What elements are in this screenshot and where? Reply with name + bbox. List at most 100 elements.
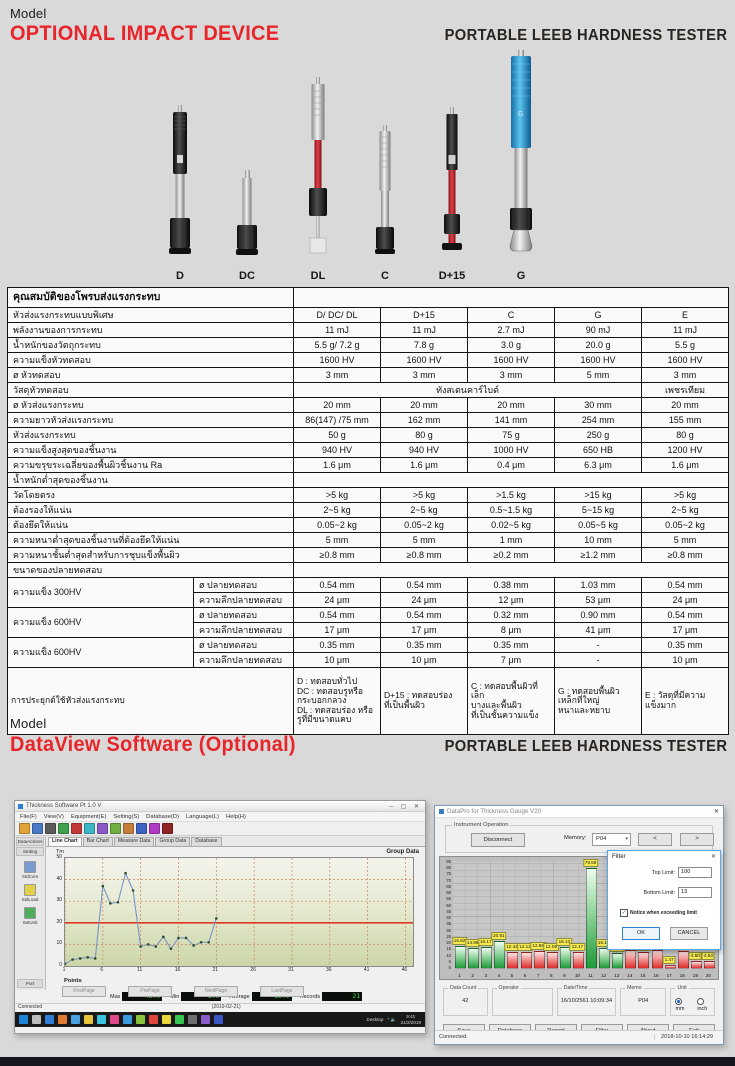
filter-ok-button[interactable]: OK xyxy=(622,927,660,940)
spec-row: ความลึกปลายทดสอบ 24 μm 24 μm 12 μm 53 μm 24 μ… xyxy=(8,592,730,608)
svg-text:G: G xyxy=(518,111,523,118)
bar xyxy=(533,951,545,969)
search-icon[interactable] xyxy=(32,1015,41,1024)
settings-icon[interactable] xyxy=(201,1015,210,1024)
edge-icon[interactable] xyxy=(45,1015,54,1024)
image-icon[interactable] xyxy=(136,1015,145,1024)
connect-icon[interactable] xyxy=(84,823,95,834)
prepage-button[interactable]: PrePage xyxy=(128,986,172,997)
tab-database[interactable]: Database xyxy=(191,837,222,846)
tab-group-data[interactable]: Group Data xyxy=(155,837,191,846)
spec-cell: 250 g xyxy=(554,427,643,443)
bar-x-tick: 12 xyxy=(601,973,607,978)
spec-row: พลังงานของการกระทบ 11 mJ 11 mJ 2.7 mJ 90 mJ 1… xyxy=(6,322,730,338)
menu-item[interactable]: Setting(S) xyxy=(113,813,140,820)
unit-radio-inch[interactable]: inch xyxy=(697,998,714,1012)
y-axis-tick: 30 xyxy=(56,897,62,904)
tab-bar-chart[interactable]: Bar Chart xyxy=(82,837,113,846)
nextpage-button[interactable]: NextPage xyxy=(194,986,238,997)
stat-value-display: 21 xyxy=(322,992,363,1001)
lastpage-button[interactable]: LastPage xyxy=(260,986,304,997)
start-icon[interactable] xyxy=(19,1015,28,1024)
sidebar-item-setunit[interactable]: SetUnit xyxy=(15,907,45,925)
store-icon[interactable] xyxy=(188,1015,197,1024)
top-limit-input[interactable]: 100 xyxy=(678,867,712,878)
sidebar-item-stdload[interactable]: StdLoad xyxy=(15,884,45,902)
x-axis-tick: 21 xyxy=(212,967,219,973)
menu-item[interactable]: Language(L) xyxy=(186,813,219,820)
taskbar-desktop-label[interactable]: Desktop xyxy=(366,1017,384,1022)
bar-y-axis-tick: 65 xyxy=(446,883,451,889)
firstpage-button[interactable]: FirstPage xyxy=(62,986,106,997)
spec-row-label: ความยาวหัวส่งแรงกระทบ xyxy=(6,412,295,428)
save-icon[interactable] xyxy=(45,823,56,834)
left-app-title: Thickness Software Pt 1.0 V xyxy=(26,803,102,809)
left-app-tabs: Line Chart Bar Chart Measure Data Group Dat… xyxy=(46,836,425,847)
spec-cell: 650 HB xyxy=(554,442,643,458)
folder-icon[interactable] xyxy=(162,1015,171,1024)
sidebar-group-caption[interactable]: Setting xyxy=(16,847,44,856)
x-axis-tick: 46 xyxy=(401,967,408,973)
spec-cell: ≥0.8 mm xyxy=(293,547,382,563)
line-chart-area: Tm Group Data 0 10 20 30 40 50 1 6 11 16 21 26 31 36 4… xyxy=(48,847,423,979)
cloud-icon[interactable] xyxy=(97,1015,106,1024)
menu-item[interactable]: Database(D) xyxy=(146,813,180,820)
filter-cancel-button[interactable]: CANCEL xyxy=(670,927,708,940)
memory-prev-button[interactable]: < xyxy=(638,833,672,846)
probe-dc-icon xyxy=(236,170,258,255)
sidebar-bottom-caption[interactable]: Port xyxy=(17,979,43,988)
help-icon[interactable] xyxy=(149,823,160,834)
calibrate-icon[interactable] xyxy=(97,823,108,834)
spec-cell: 1600 HV xyxy=(293,352,382,368)
table-icon[interactable] xyxy=(123,823,134,834)
photos-icon[interactable] xyxy=(110,1015,119,1024)
notice-checkbox-label: Notice when exceeding limit xyxy=(630,910,697,916)
whatsapp-icon[interactable] xyxy=(175,1015,184,1024)
window-controls[interactable]: – ▢ ✕ xyxy=(389,803,422,810)
tab-measure-data[interactable]: Measure Data xyxy=(113,837,155,846)
notice-checkbox[interactable]: ✓ xyxy=(620,909,628,917)
bar-x-tick: 19 xyxy=(692,973,698,978)
skype-icon[interactable] xyxy=(123,1015,132,1024)
spec-row-label: ø หัวทดสอบ xyxy=(6,367,295,383)
memory-select[interactable]: P04 ▾ xyxy=(592,833,631,846)
menu-item[interactable]: Help(H) xyxy=(225,813,246,820)
spec-row-label: ความแข็ง 600HV xyxy=(7,607,194,638)
spec-cell: 11 mJ xyxy=(641,322,730,338)
spec-cell: 3 mm xyxy=(467,367,556,383)
print-icon[interactable] xyxy=(58,823,69,834)
firefox-icon[interactable] xyxy=(58,1015,67,1024)
open-icon[interactable] xyxy=(32,823,43,834)
spec-cell: 1200 HV xyxy=(641,442,730,458)
mail-icon[interactable] xyxy=(71,1015,80,1024)
menu-item[interactable]: Equipment(E) xyxy=(70,813,107,820)
bottom-limit-input[interactable]: 13 xyxy=(678,887,712,898)
chart-icon[interactable] xyxy=(136,823,147,834)
upload-icon[interactable] xyxy=(110,823,121,834)
disconnect-button[interactable]: Disconnect xyxy=(471,833,525,847)
y-axis-tick: 20 xyxy=(56,918,62,925)
sidebar-item-stdcom[interactable]: StdCom xyxy=(15,861,45,879)
unit-radio-mm[interactable]: mm xyxy=(675,998,691,1012)
explorer-icon[interactable] xyxy=(84,1015,93,1024)
datapro-logo-icon xyxy=(439,809,444,814)
left-app-content: Line Chart Bar Chart Measure Data Group Dat… xyxy=(46,836,425,997)
spec-cell: 75 g xyxy=(467,427,556,443)
menu-item[interactable]: View(V) xyxy=(43,813,64,820)
tab-line-chart[interactable]: Line Chart xyxy=(48,837,82,846)
bar-y-axis-tick: 25 xyxy=(446,933,451,939)
probe-icon[interactable] xyxy=(71,823,82,834)
spec-cell: 20.0 g xyxy=(554,337,643,353)
memory-next-button[interactable]: > xyxy=(680,833,714,846)
chrome-icon[interactable] xyxy=(149,1015,158,1024)
spec-subheader-row: ขนาดของปลายทดสอบ xyxy=(6,562,730,578)
right-app-close-icon[interactable]: ✕ xyxy=(713,809,719,815)
impact-device-dl-image xyxy=(296,77,340,260)
menu-item[interactable]: File(F) xyxy=(20,813,37,820)
new-icon[interactable] xyxy=(19,823,30,834)
filter-close-icon[interactable]: ✕ xyxy=(710,854,716,860)
game-icon[interactable] xyxy=(214,1015,223,1024)
bar-x-tick: 20 xyxy=(705,973,711,978)
exit-icon[interactable] xyxy=(162,823,173,834)
spec-row: ความแข็ง 600HV ø ปลายทดสอบ 0.35 mm 0.35 mm 0… xyxy=(7,637,730,668)
